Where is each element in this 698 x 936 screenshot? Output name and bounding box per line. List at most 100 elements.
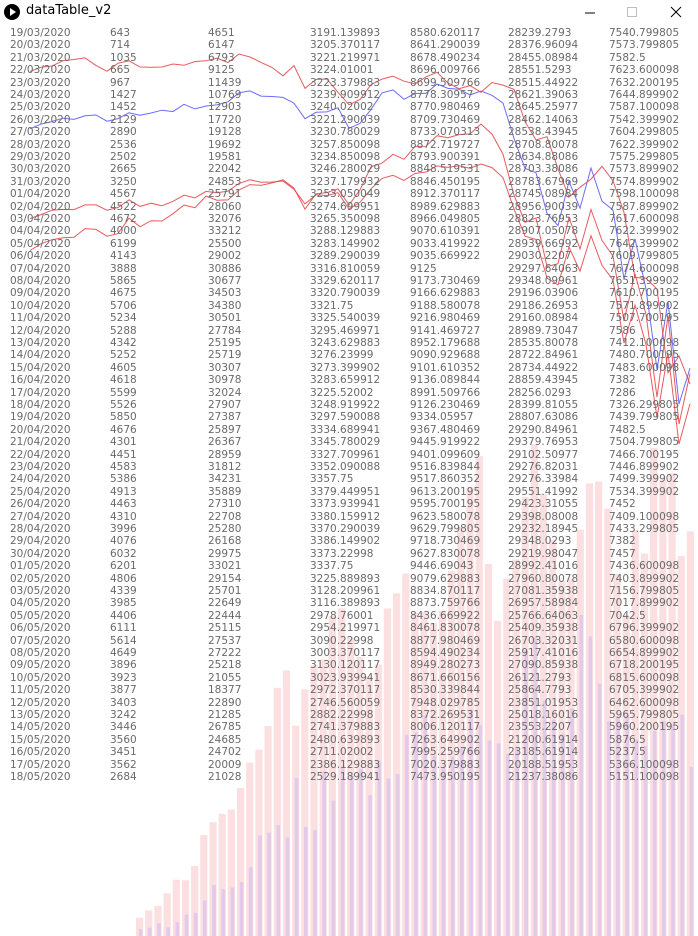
date-cell: 10/04/2020: [10, 299, 71, 312]
value-cell: 7326.299805: [609, 399, 680, 411]
value-cell: 7446.899902: [609, 461, 680, 473]
value-cell: 29276.82031: [508, 461, 579, 473]
value-cell: 25766.64063: [508, 609, 579, 622]
minimize-button[interactable]: [574, 0, 604, 24]
value-cell: 8770.980469: [410, 101, 481, 114]
bar-series-a: [301, 689, 309, 936]
value-cell: 28956.90039: [508, 200, 579, 213]
close-button[interactable]: [660, 0, 690, 24]
value-cell: 3257.850098: [310, 138, 381, 151]
value-cell: 5288: [110, 324, 137, 337]
bar-series-b: [212, 885, 216, 936]
bar-series-a: [383, 608, 392, 936]
value-cell: 3334.689941: [310, 423, 381, 436]
value-cell: 7574.899902: [609, 175, 680, 188]
table-row: 05/04/2020 6199 25500 3283.149902 9033.41992…: [0, 238, 698, 251]
value-cell: 29348.09961: [508, 275, 579, 287]
value-cell: 28722.84961: [508, 349, 579, 362]
value-cell: 28399.81055: [508, 399, 579, 411]
bar-series-b: [221, 889, 226, 936]
line-series-4: [29, 123, 691, 425]
value-cell: 3224.01001: [310, 64, 374, 77]
date-cell: 28/03/2020: [10, 138, 71, 151]
value-cell: 5237.5: [609, 746, 646, 759]
date-cell: 18/05/2020: [10, 771, 71, 783]
value-cell: 28992.41016: [508, 560, 579, 573]
value-cell: 29160.08984: [508, 312, 579, 325]
value-cell: 3288.129883: [310, 225, 381, 238]
value-cell: 3265.350098: [310, 213, 381, 225]
date-cell: 03/05/2020: [10, 585, 71, 597]
value-cell: 25917.41016: [508, 647, 579, 659]
value-cell: 28462.14063: [508, 113, 579, 126]
date-cell: 26/03/2020: [10, 113, 71, 126]
value-cell: 28376.96094: [508, 39, 579, 52]
value-cell: 3128.209961: [310, 585, 381, 597]
value-cell: 21237.38086: [508, 771, 579, 783]
bar-series-b: [450, 756, 455, 936]
value-cell: 28959: [208, 448, 242, 461]
value-cell: 7674.600098: [609, 262, 680, 275]
value-cell: 7587.899902: [609, 200, 680, 213]
maximize-button[interactable]: [616, 0, 646, 24]
value-cell: 3273.399902: [310, 361, 381, 374]
bar-series-b: [671, 724, 675, 936]
bar-series-b: [423, 715, 428, 936]
value-cell: 9613.200195: [410, 485, 481, 498]
value-cell: 9126.230469: [410, 399, 481, 411]
value-cell: 3373.22998: [310, 547, 374, 560]
date-cell: 15/05/2020: [10, 733, 71, 746]
table-row: 06/04/2020 4143 29002 3289.290039 9035.66992…: [0, 250, 698, 263]
value-cell: 8006.120117: [410, 721, 481, 734]
bar-series-b: [230, 887, 235, 936]
value-cell: 3337.75: [310, 560, 354, 573]
value-cell: 25864.7793: [508, 684, 572, 697]
table-row: 29/04/2020 4076 26168 3386.149902 9718.73046…: [0, 535, 698, 548]
value-cell: 23851.01953: [508, 696, 579, 709]
value-cell: 30307: [208, 361, 242, 374]
date-cell: 23/04/2020: [10, 461, 71, 473]
value-cell: 3250: [110, 175, 137, 188]
date-cell: 22/03/2020: [10, 64, 71, 77]
value-cell: 7403.899902: [609, 572, 680, 585]
date-cell: 23/03/2020: [10, 76, 71, 89]
play-icon: [4, 4, 20, 20]
table-row: 23/03/2020 967 11439 3223.379883 8699.509766…: [0, 77, 698, 90]
value-cell: 4675: [110, 287, 137, 300]
line-series-3: [29, 163, 691, 445]
value-cell: 29030.2207: [508, 250, 572, 263]
table-row: 10/05/2020 3923 21055 3023.939941 8671.66015…: [0, 672, 698, 685]
value-cell: 7617.600098: [609, 213, 680, 225]
value-cell: 33212: [208, 225, 242, 238]
date-cell: 11/05/2020: [10, 684, 71, 697]
value-cell: 2386.129883: [310, 758, 381, 771]
value-cell: 9446.69043: [410, 560, 474, 573]
value-cell: 3234.850098: [310, 151, 381, 163]
bar-series-b: [662, 721, 666, 936]
value-cell: 9516.839844: [410, 461, 481, 473]
bar-series-b: [515, 746, 519, 936]
value-cell: 7504.799805: [609, 436, 680, 449]
bar-series-b: [184, 914, 189, 936]
value-cell: 27090.85938: [508, 659, 579, 672]
table-row: 03/05/2020 4339 25701 3128.209961 8834.87011…: [0, 585, 698, 598]
value-cell: 4301: [110, 436, 137, 449]
value-cell: 28823.76953: [508, 213, 579, 225]
bar-series-b: [561, 733, 565, 936]
value-cell: 3320.790039: [310, 287, 381, 300]
bar-series-a: [172, 879, 180, 936]
date-cell: 24/03/2020: [10, 89, 71, 101]
date-cell: 12/04/2020: [10, 324, 71, 337]
value-cell: 8699.509766: [410, 76, 481, 89]
date-cell: 27/04/2020: [10, 510, 71, 523]
value-cell: 5366.100098: [609, 758, 680, 771]
date-cell: 22/04/2020: [10, 448, 71, 461]
bar-series-a: [246, 762, 254, 936]
date-cell: 06/05/2020: [10, 622, 71, 635]
value-cell: 3329.620117: [310, 275, 381, 287]
bar-series-a: [264, 726, 272, 936]
bar-series-b: [469, 709, 473, 936]
value-cell: 28939.66992: [508, 237, 579, 250]
table-row: 02/05/2020 4806 29154 3225.889893 9079.62988…: [0, 573, 698, 586]
date-cell: 29/04/2020: [10, 535, 71, 548]
